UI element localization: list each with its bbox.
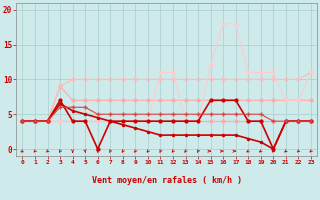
X-axis label: Vent moyen/en rafales ( km/h ): Vent moyen/en rafales ( km/h ) xyxy=(92,176,242,185)
